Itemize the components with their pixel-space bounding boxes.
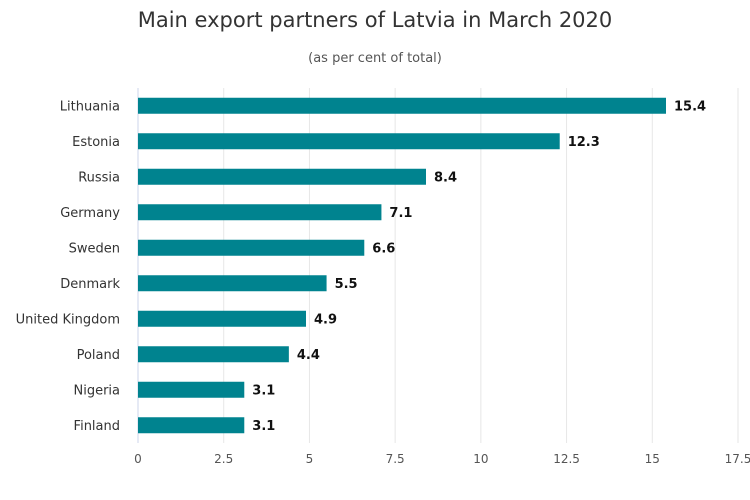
data-label: 15.4 xyxy=(674,99,706,114)
category-label: Sweden xyxy=(69,241,120,256)
bar-poland[interactable] xyxy=(138,346,289,363)
x-tick-label: 10 xyxy=(473,452,488,466)
data-label: 8.4 xyxy=(434,170,457,185)
category-label: Germany xyxy=(60,206,120,221)
bar-estonia[interactable] xyxy=(138,133,560,150)
data-label: 6.6 xyxy=(372,241,395,256)
chart-title: Main export partners of Latvia in March … xyxy=(137,8,613,32)
x-tick-label: 15 xyxy=(645,452,660,466)
bar-nigeria[interactable] xyxy=(138,381,245,398)
category-label: Russia xyxy=(78,170,120,185)
x-tick-label: 17.5 xyxy=(725,452,750,466)
data-label: 5.5 xyxy=(335,277,358,292)
category-label: Finland xyxy=(74,419,120,434)
x-tick-label: 7.5 xyxy=(386,452,405,466)
x-tick-label: 12.5 xyxy=(553,452,580,466)
x-tick-label: 2.5 xyxy=(214,452,233,466)
bars xyxy=(138,97,666,434)
bar-sweden[interactable] xyxy=(138,239,365,256)
category-label: United Kingdom xyxy=(16,312,120,327)
x-tick-label: 5 xyxy=(306,452,314,466)
bar-germany[interactable] xyxy=(138,204,382,221)
data-labels: 15.4 12.3 8.4 7.1 6.6 5.5 4.9 4.4 3.1 3.1 xyxy=(252,99,706,434)
category-label: Poland xyxy=(77,348,120,363)
bar-finland[interactable] xyxy=(138,417,245,434)
category-labels: Lithuania Estonia Russia Germany Sweden Denma… xyxy=(16,99,121,434)
category-label: Estonia xyxy=(72,135,120,150)
data-label: 4.9 xyxy=(314,312,337,327)
x-tick-label: 0 xyxy=(134,452,142,466)
category-label: Denmark xyxy=(60,277,120,292)
bar-russia[interactable] xyxy=(138,168,426,185)
bar-united-kingdom[interactable] xyxy=(138,310,306,327)
data-label: 4.4 xyxy=(297,348,320,363)
data-label: 3.1 xyxy=(252,383,275,398)
data-label: 7.1 xyxy=(389,206,412,221)
data-label: 12.3 xyxy=(568,135,600,150)
data-label: 3.1 xyxy=(252,419,275,434)
x-axis-tick-labels: 0 2.5 5 7.5 10 12.5 15 17.5 xyxy=(134,452,750,466)
bar-lithuania[interactable] xyxy=(138,97,666,114)
category-label: Lithuania xyxy=(60,99,120,114)
category-label: Nigeria xyxy=(73,383,120,398)
chart-subtitle: (as per cent of total) xyxy=(308,51,442,66)
bar-denmark[interactable] xyxy=(138,275,327,292)
